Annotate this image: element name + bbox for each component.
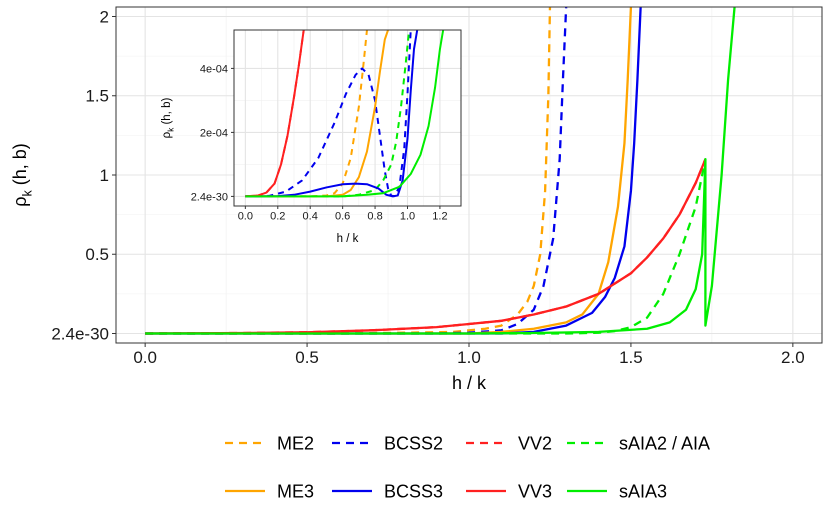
legend-item-vv3: VV3 — [466, 482, 552, 502]
panel-background — [234, 30, 461, 206]
y-axis-title-symbol: ρ — [10, 197, 30, 207]
series-lines — [245, 30, 445, 198]
series-line-bcss3 — [245, 30, 419, 198]
y-tick-label: 4e-04 — [200, 63, 228, 75]
y-axis-title-subscript: k — [20, 190, 34, 197]
x-tick-label: 2.0 — [781, 348, 805, 367]
series-line-vv3 — [145, 158, 707, 335]
y-tick-label: 2.4e-30 — [191, 191, 228, 203]
series-line-bcss3 — [145, 7, 642, 335]
series-line-bcss2 — [245, 30, 412, 198]
x-tick-label: 1.2 — [432, 210, 447, 222]
x-axis-title: h / k — [452, 373, 487, 393]
x-tick-label: 0.0 — [238, 210, 253, 222]
legend-item-me2: ME2 — [225, 434, 314, 454]
legend-label: BCSS3 — [384, 482, 443, 502]
legend-label: VV2 — [518, 434, 552, 454]
y-tick-label: 0.5 — [85, 245, 109, 264]
y-axis-title: ρk (h, b) — [10, 143, 34, 207]
y-axis-title-symbol: ρ — [161, 131, 173, 138]
legend-item-bcss2: BCSS2 — [332, 434, 443, 454]
legend: ME2 BCSS2 VV2 sAIA2 / AIA ME3 BCSS3 VV3 sAIA3 — [225, 434, 710, 502]
x-tick-label: 0.2 — [270, 210, 285, 222]
series-line-saia3 — [145, 7, 736, 335]
series-line-saia3 — [245, 30, 445, 198]
y-axis-title: ρk (h, b) — [161, 98, 175, 139]
y-tick-label: 2e-04 — [200, 127, 228, 139]
y-axis-title-rest: (h, b) — [161, 98, 173, 128]
series-line-vv3 — [245, 30, 305, 198]
x-tick-label: 0.8 — [367, 210, 382, 222]
y-tick-label: 2 — [100, 7, 109, 26]
y-tick-label: 1 — [100, 166, 109, 185]
x-tick-label: 1.0 — [457, 348, 481, 367]
legend-label: sAIA2 / AIA — [619, 434, 710, 454]
y-axis-title-subscript: k — [166, 127, 175, 132]
x-tick-label: 0.0 — [133, 348, 157, 367]
legend-label: ME3 — [277, 482, 314, 502]
legend-label: VV3 — [518, 482, 552, 502]
x-tick-label: 1.0 — [400, 210, 415, 222]
series-lines — [145, 7, 736, 335]
legend-label: ME2 — [277, 434, 314, 454]
x-tick-label: 1.5 — [619, 348, 643, 367]
y-axis-title-rest: (h, b) — [10, 143, 30, 190]
x-tick-label: 0.4 — [303, 210, 318, 222]
legend-item-saia2-aia: sAIA2 / AIA — [567, 434, 710, 454]
legend-item-me3: ME3 — [225, 482, 314, 502]
panel-border — [233, 29, 462, 207]
legend-item-bcss3: BCSS3 — [332, 482, 443, 502]
legend-item-saia3: sAIA3 — [567, 482, 667, 502]
y-tick-label: 1.5 — [85, 87, 109, 106]
legend-label: sAIA3 — [619, 482, 667, 502]
legend-item-vv2: VV2 — [466, 434, 552, 454]
x-axis-title: h / k — [337, 233, 359, 245]
x-tick-label: 0.5 — [295, 348, 319, 367]
y-tick-label: 2.4e-30 — [51, 324, 109, 343]
legend-label: BCSS2 — [384, 434, 443, 454]
x-tick-label: 0.6 — [335, 210, 350, 222]
inset-plot: 0.0 0.2 0.4 0.6 0.8 1.0 1.2 2.4e-30 2e-04 4e-04 h … — [161, 29, 462, 245]
